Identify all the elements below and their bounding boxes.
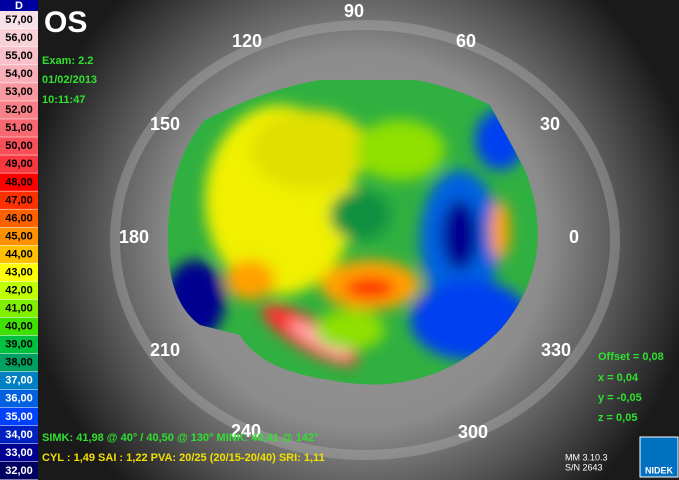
scale-swatch: [0, 191, 38, 209]
scale-swatch: [0, 425, 38, 444]
angle-label: 60: [456, 31, 476, 51]
scale-label: 54,00: [5, 68, 33, 80]
scale-label: 45,00: [5, 230, 33, 242]
angle-label: 210: [150, 340, 180, 360]
logo: [639, 436, 679, 478]
exam-info: Exam: 2.2: [42, 55, 93, 67]
scale-swatch: [0, 389, 38, 408]
serial: S/N 2643: [565, 462, 603, 472]
scale-swatch: [0, 101, 38, 119]
scale-label: 33,00: [5, 447, 33, 459]
scale-label: 53,00: [5, 86, 33, 98]
scale-swatch: [0, 443, 38, 462]
scale-swatch: [0, 245, 38, 264]
color-scale: D 57,00 56,00 55,00 54,00 53,00 52,00 51,00 50,…: [0, 0, 38, 480]
scale-swatch: [0, 119, 38, 137]
scale-label: 50,00: [5, 140, 33, 152]
scale-swatch: [0, 317, 38, 336]
scale-swatch: [0, 47, 38, 65]
eye-label: OS: [44, 6, 87, 39]
angle-label: 180: [119, 227, 149, 247]
scale-label: 56,00: [5, 32, 33, 44]
scale-label: 52,00: [5, 104, 33, 116]
angle-label: 120: [232, 31, 262, 51]
scale-label: 39,00: [5, 339, 33, 351]
scale-label: 42,00: [5, 285, 33, 297]
scale-label: 37,00: [5, 375, 33, 387]
logo-text: NIDEK: [645, 465, 674, 475]
offset-info: y = -0,05: [598, 392, 642, 404]
scale-swatch: [0, 335, 38, 354]
scale-label: 36,00: [5, 393, 33, 405]
offset-info: z = 0,05: [598, 412, 637, 424]
scale-label: 38,00: [5, 357, 33, 369]
scale-label: 49,00: [5, 158, 33, 170]
scale-swatch: [0, 281, 38, 300]
scale-label: 55,00: [5, 50, 33, 62]
scale-swatch: [0, 173, 38, 191]
scale-label: 34,00: [5, 429, 33, 441]
scale-label: 44,00: [5, 248, 33, 260]
scale-swatch: [0, 263, 38, 282]
scale-swatch: [0, 65, 38, 83]
angle-label: 0: [569, 227, 579, 247]
scale-label: 32,00: [5, 465, 33, 477]
scale-swatch: [0, 155, 38, 173]
scale-swatch: [0, 29, 38, 47]
exam-info: 10:11:47: [42, 94, 85, 106]
angle-label: 150: [150, 114, 180, 134]
scale-label: 57,00: [5, 14, 33, 26]
offset-info: x = 0,04: [598, 372, 639, 384]
scale-label: 35,00: [5, 411, 33, 423]
angle-label: 240: [231, 421, 261, 441]
scale-label: 51,00: [5, 122, 33, 134]
scale-label: 46,00: [5, 212, 33, 224]
angle-label: 30: [540, 114, 560, 134]
angle-label: 300: [458, 422, 488, 442]
scale-label: 47,00: [5, 194, 33, 206]
angle-label: 90: [344, 1, 364, 21]
indices: CYL : 1,49 SAI : 1,22 PVA: 20/25 (20/15-…: [42, 452, 325, 464]
scale-label: 43,00: [5, 266, 33, 278]
scale-swatch: [0, 227, 38, 245]
angle-label: 330: [541, 340, 571, 360]
indices: SIMK: 41,98 @ 40° / 40,50 @ 130° MINK: 4…: [42, 432, 319, 444]
scale-swatch: [0, 209, 38, 227]
version: MM 3.10.3: [565, 452, 608, 462]
scale-swatch: [0, 461, 38, 480]
scale-label: 48,00: [5, 176, 33, 188]
scale-swatch: [0, 407, 38, 426]
scale-label: 41,00: [5, 303, 33, 315]
iris-ring: [110, 20, 620, 460]
offset-info: Offset = 0,08: [598, 351, 664, 363]
scale-swatch: [0, 83, 38, 101]
scale-swatch: [0, 11, 38, 29]
scale-swatch: [0, 353, 38, 372]
scale-swatch: [0, 137, 38, 155]
exam-info: 01/02/2013: [42, 74, 97, 86]
scale-swatch: [0, 299, 38, 318]
scale-unit: D: [15, 0, 23, 12]
scale-swatch: [0, 371, 38, 390]
scale-label: 40,00: [5, 321, 33, 333]
